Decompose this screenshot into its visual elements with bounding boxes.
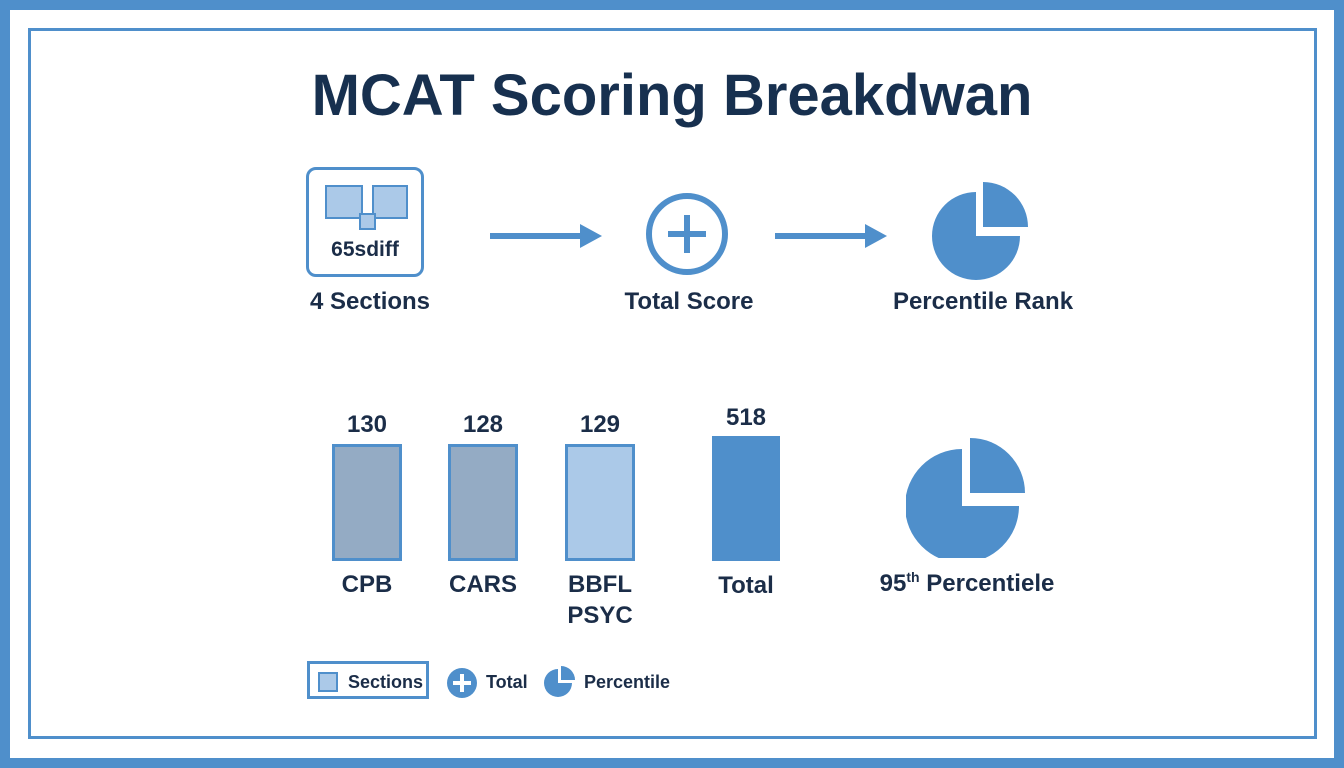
legend-label: Total xyxy=(486,672,528,692)
bar-value: 129 xyxy=(579,411,621,438)
sections-swatch-icon xyxy=(318,672,338,692)
percentile-pie-icon xyxy=(906,438,1025,558)
plus-circle-icon xyxy=(447,668,477,698)
inner-frame xyxy=(28,28,1317,739)
bar-cars xyxy=(448,444,518,561)
flow-label-sections: 4 Sections xyxy=(309,288,431,315)
pie-icon xyxy=(932,182,1028,280)
bar-label: Total xyxy=(718,572,774,599)
bar-label: BBFL xyxy=(568,571,632,598)
bar-label-line2: PSYC xyxy=(567,602,633,629)
bar-bbfl xyxy=(565,444,635,561)
percentile-suffix: th xyxy=(906,569,920,585)
bar-total xyxy=(712,436,780,561)
legend-label: Percentile xyxy=(584,672,671,692)
arrow-right-icon xyxy=(490,224,602,248)
legend-label: Sections xyxy=(348,672,424,692)
bar-cpb xyxy=(332,444,402,561)
sections-icon-text: 65sdiff xyxy=(331,238,399,261)
bar-label: CPB xyxy=(341,571,393,598)
bar-value: 128 xyxy=(462,411,504,438)
percentile-label: 95th Percentiele xyxy=(880,569,1055,598)
arrow-right-icon xyxy=(775,224,887,248)
plus-circle-icon xyxy=(646,193,728,275)
bar-value: 130 xyxy=(346,411,388,438)
flow-label-total: Total Score xyxy=(624,288,754,315)
bar-value: 518 xyxy=(725,404,767,431)
sections-icon: 65sdiff xyxy=(306,167,424,277)
bar-label: CARS xyxy=(448,571,518,598)
percentile-number: 95 xyxy=(879,570,907,597)
page-title: MCAT Scoring Breakdwan xyxy=(311,63,1033,128)
legend-item-sections: Sections xyxy=(307,661,429,699)
flow-label-percentile: Percentile Rank xyxy=(892,288,1074,315)
pie-icon xyxy=(544,666,575,697)
percentile-text: Percentiele xyxy=(919,570,1055,597)
